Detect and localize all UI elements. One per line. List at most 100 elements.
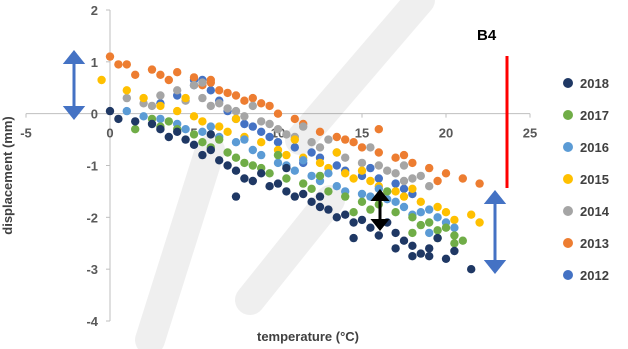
data-point-2013 <box>248 93 257 103</box>
data-point-2012 <box>206 86 215 95</box>
watermark-stroke <box>135 135 225 349</box>
y-tick-label: 1 <box>91 55 98 70</box>
data-point-2014 <box>416 171 425 181</box>
data-point-2012 <box>332 161 341 170</box>
data-point-2014 <box>189 81 199 90</box>
data-point-2018 <box>105 106 115 116</box>
data-point-2013 <box>290 114 299 124</box>
data-point-2014 <box>324 135 333 144</box>
data-point-2018 <box>265 182 274 191</box>
data-point-2016 <box>139 112 148 121</box>
blue-arrow-right-head-bottom <box>483 260 507 274</box>
data-point-2013 <box>374 125 383 134</box>
y-tick-label: -4 <box>86 314 98 329</box>
black-arrow-head-top <box>370 189 390 201</box>
data-point-2017 <box>425 218 434 227</box>
data-point-2014 <box>299 122 308 131</box>
data-point-2018 <box>164 132 173 142</box>
data-point-2018 <box>299 189 308 199</box>
data-point-2016 <box>307 171 316 181</box>
legend-label-2018: 2018 <box>580 76 609 91</box>
legend-label-2016: 2016 <box>580 140 609 155</box>
data-point-2013 <box>265 101 274 111</box>
data-point-2016 <box>257 150 266 160</box>
data-point-2018 <box>425 244 434 253</box>
data-point-2016 <box>324 169 333 178</box>
data-point-2018 <box>223 161 232 170</box>
data-point-2013 <box>408 158 417 168</box>
y-tick-label: 0 <box>91 107 98 122</box>
legend-marker-2012 <box>563 270 573 280</box>
data-point-2016 <box>399 202 409 212</box>
blue-arrow-left-head-top <box>62 50 86 64</box>
data-point-2015 <box>97 75 106 85</box>
data-point-2018 <box>198 150 207 160</box>
x-axis-title: temperature (°C) <box>257 329 359 344</box>
data-point-2015 <box>122 86 131 95</box>
data-point-2017 <box>282 174 291 183</box>
data-point-2018 <box>416 249 425 258</box>
legend-marker-2014 <box>563 206 573 216</box>
data-point-2012 <box>307 148 316 157</box>
data-point-2014 <box>223 104 232 113</box>
data-point-2012 <box>290 143 299 152</box>
data-point-2018 <box>282 187 291 196</box>
data-point-2016 <box>332 182 341 191</box>
data-point-2015 <box>416 197 425 206</box>
legend-label-2012: 2012 <box>580 268 609 283</box>
blue-arrow-left-head-bottom <box>62 106 86 120</box>
legend-marker-2017 <box>563 110 573 120</box>
data-point-2015 <box>290 135 299 144</box>
data-point-2015 <box>189 112 199 121</box>
data-point-2013 <box>458 174 467 183</box>
data-point-2017 <box>366 205 375 214</box>
y-axis-title: displacement (mm) <box>0 116 15 234</box>
data-point-2015 <box>433 202 442 212</box>
watermark-stroke <box>285 0 435 155</box>
data-point-2013 <box>240 96 249 105</box>
data-point-2014 <box>231 106 241 116</box>
data-point-2013 <box>341 135 350 144</box>
data-point-2018 <box>349 233 358 243</box>
annotation-b4: B4 <box>477 27 497 44</box>
data-point-2015 <box>156 101 165 111</box>
data-point-2016 <box>450 223 459 232</box>
data-point-2015 <box>349 174 358 183</box>
data-point-2016 <box>425 205 434 214</box>
data-point-2016 <box>416 208 425 217</box>
data-point-2017 <box>273 150 283 160</box>
legend-label-2015: 2015 <box>580 172 609 187</box>
data-point-2016 <box>273 158 283 168</box>
data-point-2015 <box>332 148 341 157</box>
watermark-decoration <box>135 0 435 349</box>
data-point-2013 <box>441 169 451 178</box>
data-point-2017 <box>240 158 249 168</box>
data-point-2013 <box>433 176 442 186</box>
data-point-2017 <box>458 236 467 245</box>
data-point-2013 <box>173 68 182 77</box>
data-point-2013 <box>315 127 325 136</box>
data-point-2013 <box>105 52 115 61</box>
data-point-2014 <box>307 138 316 147</box>
data-point-2015 <box>408 184 417 193</box>
legend-marker-2016 <box>563 142 573 152</box>
data-point-2018 <box>399 236 409 245</box>
data-point-2014 <box>399 176 409 186</box>
data-point-2018 <box>425 252 434 261</box>
data-point-2018 <box>273 179 283 188</box>
data-point-2014 <box>198 93 207 103</box>
data-point-2015 <box>366 176 375 186</box>
data-point-2015 <box>475 218 484 227</box>
data-point-2013 <box>215 86 224 95</box>
data-point-2013 <box>131 70 140 80</box>
data-point-2013 <box>164 75 173 85</box>
data-point-2014 <box>383 166 392 175</box>
data-point-2014 <box>282 130 291 139</box>
data-point-2017 <box>223 148 232 157</box>
data-point-2015 <box>441 208 451 217</box>
data-point-2015 <box>391 187 400 196</box>
data-point-2015 <box>231 114 241 124</box>
data-point-2015 <box>399 192 409 201</box>
data-point-2017 <box>324 187 333 196</box>
data-point-2017 <box>341 192 350 201</box>
